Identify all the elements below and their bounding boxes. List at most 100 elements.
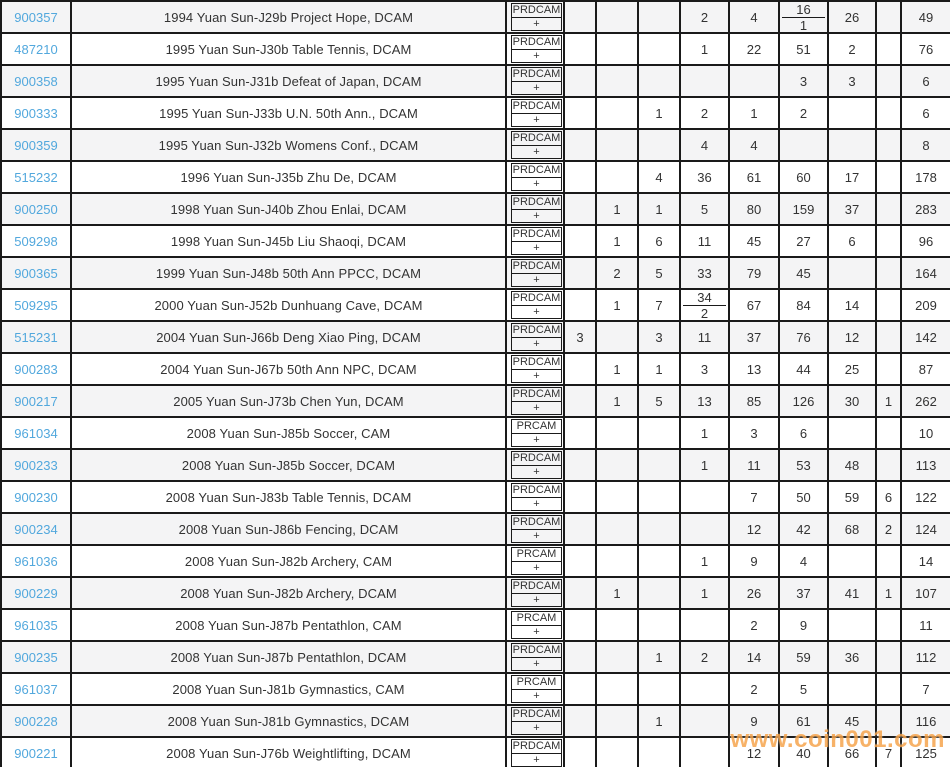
count-cell-2 bbox=[595, 128, 639, 162]
count-cell-8 bbox=[875, 320, 902, 354]
table-row: 961034 2008 Yuan Sun-J85b Soccer, CAM PRCA… bbox=[0, 416, 950, 450]
count-cell-6: 53 bbox=[778, 448, 829, 482]
count-cell-3: 3 bbox=[637, 320, 681, 354]
cert-number-link[interactable]: 961037 bbox=[14, 681, 58, 697]
count-cell-3 bbox=[637, 64, 681, 98]
description-cell: 2008 Yuan Sun-J82b Archery, CAM bbox=[70, 544, 507, 578]
count-cell-4: 2 bbox=[679, 96, 730, 130]
cert-number-link[interactable]: 900235 bbox=[14, 649, 58, 665]
grade-label: PRDCAM bbox=[512, 196, 561, 210]
grade-box: PRDCAM + bbox=[511, 483, 562, 511]
grade-box: PRDCAM + bbox=[511, 387, 562, 415]
count-cell-8: 6 bbox=[875, 480, 902, 514]
grade-label: PRDCAM bbox=[512, 132, 561, 146]
count-cell-7 bbox=[827, 608, 877, 642]
cert-number-link[interactable]: 900234 bbox=[14, 521, 58, 537]
cert-number-link[interactable]: 900358 bbox=[14, 73, 58, 89]
cert-number-link[interactable]: 900250 bbox=[14, 201, 58, 217]
cert-cell: 900229 bbox=[0, 576, 72, 610]
cert-number-link[interactable]: 961035 bbox=[14, 617, 58, 633]
cert-number-link[interactable]: 509295 bbox=[14, 297, 58, 313]
count-cell-5 bbox=[728, 64, 780, 98]
count-cell-8 bbox=[875, 256, 902, 290]
cert-number-link[interactable]: 900229 bbox=[14, 585, 58, 601]
cert-number-link[interactable]: 509298 bbox=[14, 233, 58, 249]
grade-plus-label: + bbox=[533, 305, 540, 318]
grade-cell: PRDCAM + bbox=[505, 736, 565, 767]
cert-number-link[interactable]: 900233 bbox=[14, 457, 58, 473]
table-row: 900221 2008 Yuan Sun-J76b Weightlifting, … bbox=[0, 736, 950, 767]
cert-number-link[interactable]: 900230 bbox=[14, 489, 58, 505]
description-cell: 2008 Yuan Sun-J86b Fencing, DCAM bbox=[70, 512, 507, 546]
count-cell-3 bbox=[637, 32, 681, 66]
grade-plus-label: + bbox=[533, 657, 540, 670]
count-cell-2 bbox=[595, 640, 639, 674]
total-cell: 113 bbox=[900, 448, 950, 482]
count-cell-6: 2 bbox=[778, 96, 829, 130]
count-cell-6: 159 bbox=[778, 192, 829, 226]
count-cell-2: 1 bbox=[595, 288, 639, 322]
grade-plus-label: + bbox=[533, 721, 540, 734]
cert-number-link[interactable]: 515232 bbox=[14, 169, 58, 185]
count-cell-1 bbox=[563, 672, 597, 706]
description-cell: 1995 Yuan Sun-J31b Defeat of Japan, DCAM bbox=[70, 64, 507, 98]
count-cell-7 bbox=[827, 416, 877, 450]
count-cell-6: 9 bbox=[778, 608, 829, 642]
cert-number-link[interactable]: 900365 bbox=[14, 265, 58, 281]
cert-number-link[interactable]: 900217 bbox=[14, 393, 58, 409]
count-cell-6: 3 bbox=[778, 64, 829, 98]
cert-number-link[interactable]: 900221 bbox=[14, 745, 58, 761]
cert-cell: 900235 bbox=[0, 640, 72, 674]
count-cell-3: 5 bbox=[637, 256, 681, 290]
count-cell-4: 13 bbox=[679, 384, 730, 418]
total-cell: 116 bbox=[900, 704, 950, 738]
cert-number-link[interactable]: 900228 bbox=[14, 713, 58, 729]
grade-cell: PRDCAM + bbox=[505, 224, 565, 258]
count-cell-8 bbox=[875, 608, 902, 642]
cert-number-link[interactable]: 487210 bbox=[14, 41, 58, 57]
cert-number-link[interactable]: 961034 bbox=[14, 425, 58, 441]
cert-cell: 961034 bbox=[0, 416, 72, 450]
cert-cell: 961037 bbox=[0, 672, 72, 706]
grade-cell: PRDCAM + bbox=[505, 448, 565, 482]
cert-cell: 900234 bbox=[0, 512, 72, 546]
grade-cell: PRCAM + bbox=[505, 544, 565, 578]
description-cell: 1995 Yuan Sun-J33b U.N. 50th Ann., DCAM bbox=[70, 96, 507, 130]
grade-plus-label: + bbox=[533, 273, 540, 286]
description-cell: 2008 Yuan Sun-J82b Archery, DCAM bbox=[70, 576, 507, 610]
count-cell-2 bbox=[595, 512, 639, 546]
grade-label: PRDCAM bbox=[512, 484, 561, 498]
description-cell: 1996 Yuan Sun-J35b Zhu De, DCAM bbox=[70, 160, 507, 194]
count-cell-1 bbox=[563, 288, 597, 322]
grade-cell: PRDCAM + bbox=[505, 128, 565, 162]
cert-number-link[interactable]: 900333 bbox=[14, 105, 58, 121]
count-cell-7: 66 bbox=[827, 736, 877, 767]
cert-number-link[interactable]: 900283 bbox=[14, 361, 58, 377]
table-row: 900333 1995 Yuan Sun-J33b U.N. 50th Ann.,… bbox=[0, 96, 950, 130]
count-cell-5: 1 bbox=[728, 96, 780, 130]
total-cell: 125 bbox=[900, 736, 950, 767]
count-cell-6: 126 bbox=[778, 384, 829, 418]
grade-cell: PRDCAM + bbox=[505, 704, 565, 738]
grade-box: PRDCAM + bbox=[511, 227, 562, 255]
cert-cell: 900233 bbox=[0, 448, 72, 482]
cert-cell: 900365 bbox=[0, 256, 72, 290]
count-cell-7: 41 bbox=[827, 576, 877, 610]
cert-cell: 900228 bbox=[0, 704, 72, 738]
grade-box: PRDCAM + bbox=[511, 131, 562, 159]
count-cell-6: 61 bbox=[778, 704, 829, 738]
grade-label: PRDCAM bbox=[512, 708, 561, 722]
cert-number-link[interactable]: 961036 bbox=[14, 553, 58, 569]
count-cell-3 bbox=[637, 736, 681, 767]
count-cell-5: 9 bbox=[728, 544, 780, 578]
cert-number-link[interactable]: 900357 bbox=[14, 9, 58, 25]
count-cell-8 bbox=[875, 416, 902, 450]
grade-plus-label: + bbox=[533, 497, 540, 510]
grade-cell: PRDCAM + bbox=[505, 288, 565, 322]
count-cell-2: 1 bbox=[595, 224, 639, 258]
count-cell-5: 4 bbox=[728, 0, 780, 34]
description-cell: 2004 Yuan Sun-J66b Deng Xiao Ping, DCAM bbox=[70, 320, 507, 354]
cert-number-link[interactable]: 900359 bbox=[14, 137, 58, 153]
count-cell-5: 67 bbox=[728, 288, 780, 322]
cert-number-link[interactable]: 515231 bbox=[14, 329, 58, 345]
